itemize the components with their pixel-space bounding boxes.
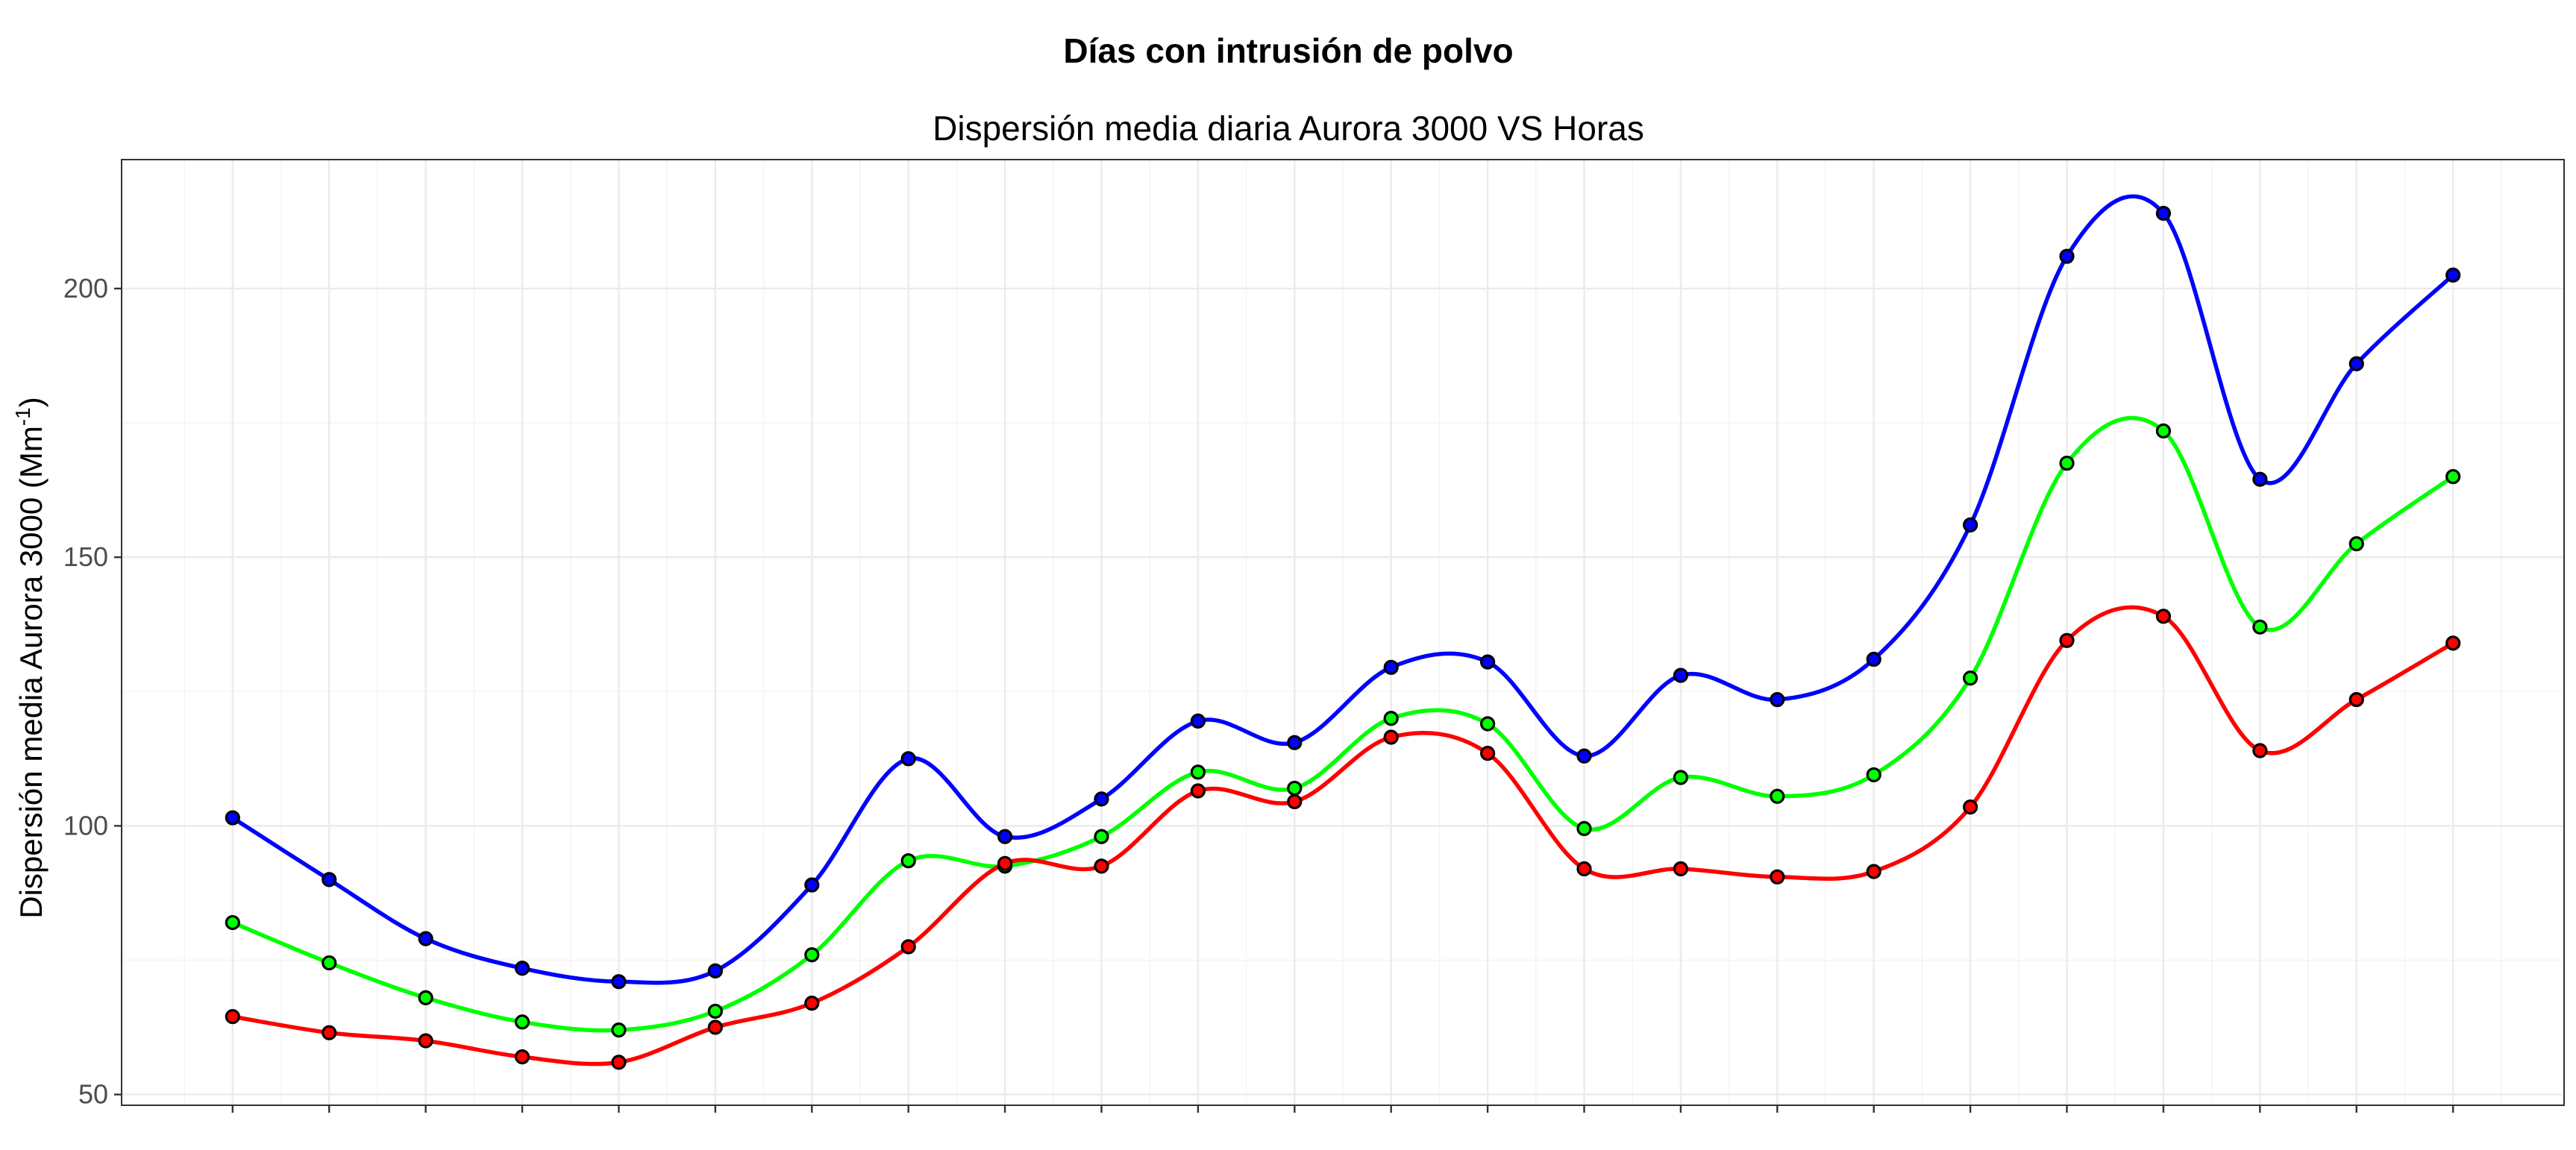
data-point-series-3: [2445, 635, 2461, 651]
chart-title: Días con intrusión de polvo: [1063, 31, 1513, 70]
data-point-series-2: [2155, 423, 2172, 439]
data-point-series-1: [1673, 667, 1689, 683]
y-axis-label-text: Dispersión media Aurora 3000 (Mm: [13, 426, 48, 919]
data-point-series-1: [514, 961, 530, 976]
data-point-series-3: [707, 1019, 723, 1035]
data-point-series-2: [2252, 619, 2268, 635]
chart-subtitle: Dispersión media diaria Aurora 3000 VS H…: [933, 109, 1644, 148]
data-point-series-3: [1673, 861, 1689, 877]
data-point-series-3: [1094, 858, 1109, 874]
data-point-series-2: [322, 955, 337, 971]
data-point-series-3: [997, 855, 1013, 871]
data-point-series-3: [1866, 864, 1881, 879]
data-point-series-3: [418, 1033, 433, 1049]
data-point-series-2: [804, 947, 820, 963]
y-tick-label: 100: [63, 810, 108, 840]
y-tick-label: 200: [63, 273, 108, 304]
data-point-series-1: [1190, 713, 1206, 729]
data-point-series-1: [2059, 248, 2075, 264]
data-point-series-3: [514, 1049, 530, 1065]
plot-area: 50 100 150 200: [63, 159, 2565, 1113]
y-tick-label: 50: [78, 1079, 108, 1110]
data-point-series-3: [611, 1055, 627, 1070]
data-point-series-1: [997, 829, 1013, 844]
data-point-series-1: [611, 974, 627, 990]
data-point-series-3: [1383, 729, 1399, 745]
data-point-series-3: [1770, 869, 1785, 885]
y-axis-label-close: ): [13, 397, 48, 407]
data-point-series-2: [1576, 820, 1592, 837]
data-point-series-2: [1480, 716, 1496, 732]
data-point-series-2: [514, 1014, 530, 1030]
data-point-series-3: [1480, 746, 1496, 761]
data-point-series-3: [2348, 691, 2364, 708]
y-tick-label: 150: [63, 541, 108, 572]
data-point-series-2: [1963, 670, 1978, 686]
data-point-series-2: [611, 1022, 627, 1038]
data-point-series-1: [1576, 748, 1592, 764]
data-point-series-1: [2348, 356, 2364, 371]
series-line-1: [231, 194, 2455, 985]
data-point-series-3: [1190, 783, 1206, 799]
data-point-series-2: [1287, 780, 1303, 796]
panel-border: [121, 159, 2565, 1106]
data-point-series-1: [2445, 267, 2461, 283]
data-point-series-2: [418, 990, 433, 1006]
data-point-series-3: [2059, 632, 2075, 648]
data-point-series-1: [322, 872, 337, 887]
data-point-series-1: [1963, 517, 1978, 533]
y-axis-label: Dispersión media Aurora 3000 (Mm-1): [11, 397, 48, 919]
data-point-series-1: [2252, 471, 2268, 487]
data-point-series-1: [1770, 691, 1785, 708]
data-point-series-1: [804, 877, 820, 893]
data-point-series-1: [1287, 735, 1303, 750]
data-point-series-3: [804, 996, 820, 1011]
data-point-series-1: [707, 963, 723, 978]
data-point-series-2: [1866, 767, 1881, 783]
data-point-series-3: [1963, 799, 1978, 815]
data-point-series-2: [1094, 829, 1109, 844]
data-point-series-2: [707, 1003, 723, 1019]
data-point-series-2: [2445, 468, 2461, 485]
data-point-series-1: [900, 751, 916, 767]
data-point-series-3: [1287, 794, 1303, 810]
data-point-series-2: [1673, 770, 1689, 785]
data-point-series-1: [2155, 205, 2172, 221]
data-point-series-3: [322, 1025, 337, 1040]
data-point-series-1: [418, 931, 433, 946]
data-point-series-3: [2155, 609, 2172, 624]
data-point-series-3: [900, 939, 916, 955]
data-point-series-1: [1480, 654, 1496, 670]
data-point-series-2: [1383, 711, 1399, 726]
data-point-series-3: [225, 1009, 240, 1025]
data-point-series-3: [2252, 743, 2268, 758]
data-point-series-2: [2059, 455, 2075, 471]
data-point-series-1: [225, 810, 240, 826]
data-point-series-2: [2348, 536, 2364, 552]
data-point-series-3: [1576, 861, 1592, 877]
series-line-3: [231, 605, 2455, 1066]
data-point-series-2: [900, 853, 916, 869]
data-point-series-1: [1866, 651, 1881, 667]
data-point-series-2: [1770, 788, 1785, 804]
y-axis-label-sup: -1: [11, 407, 34, 426]
data-point-series-1: [1383, 659, 1399, 675]
data-point-series-2: [225, 914, 240, 931]
data-point-series-2: [1190, 764, 1206, 780]
data-point-series-1: [1094, 791, 1109, 807]
